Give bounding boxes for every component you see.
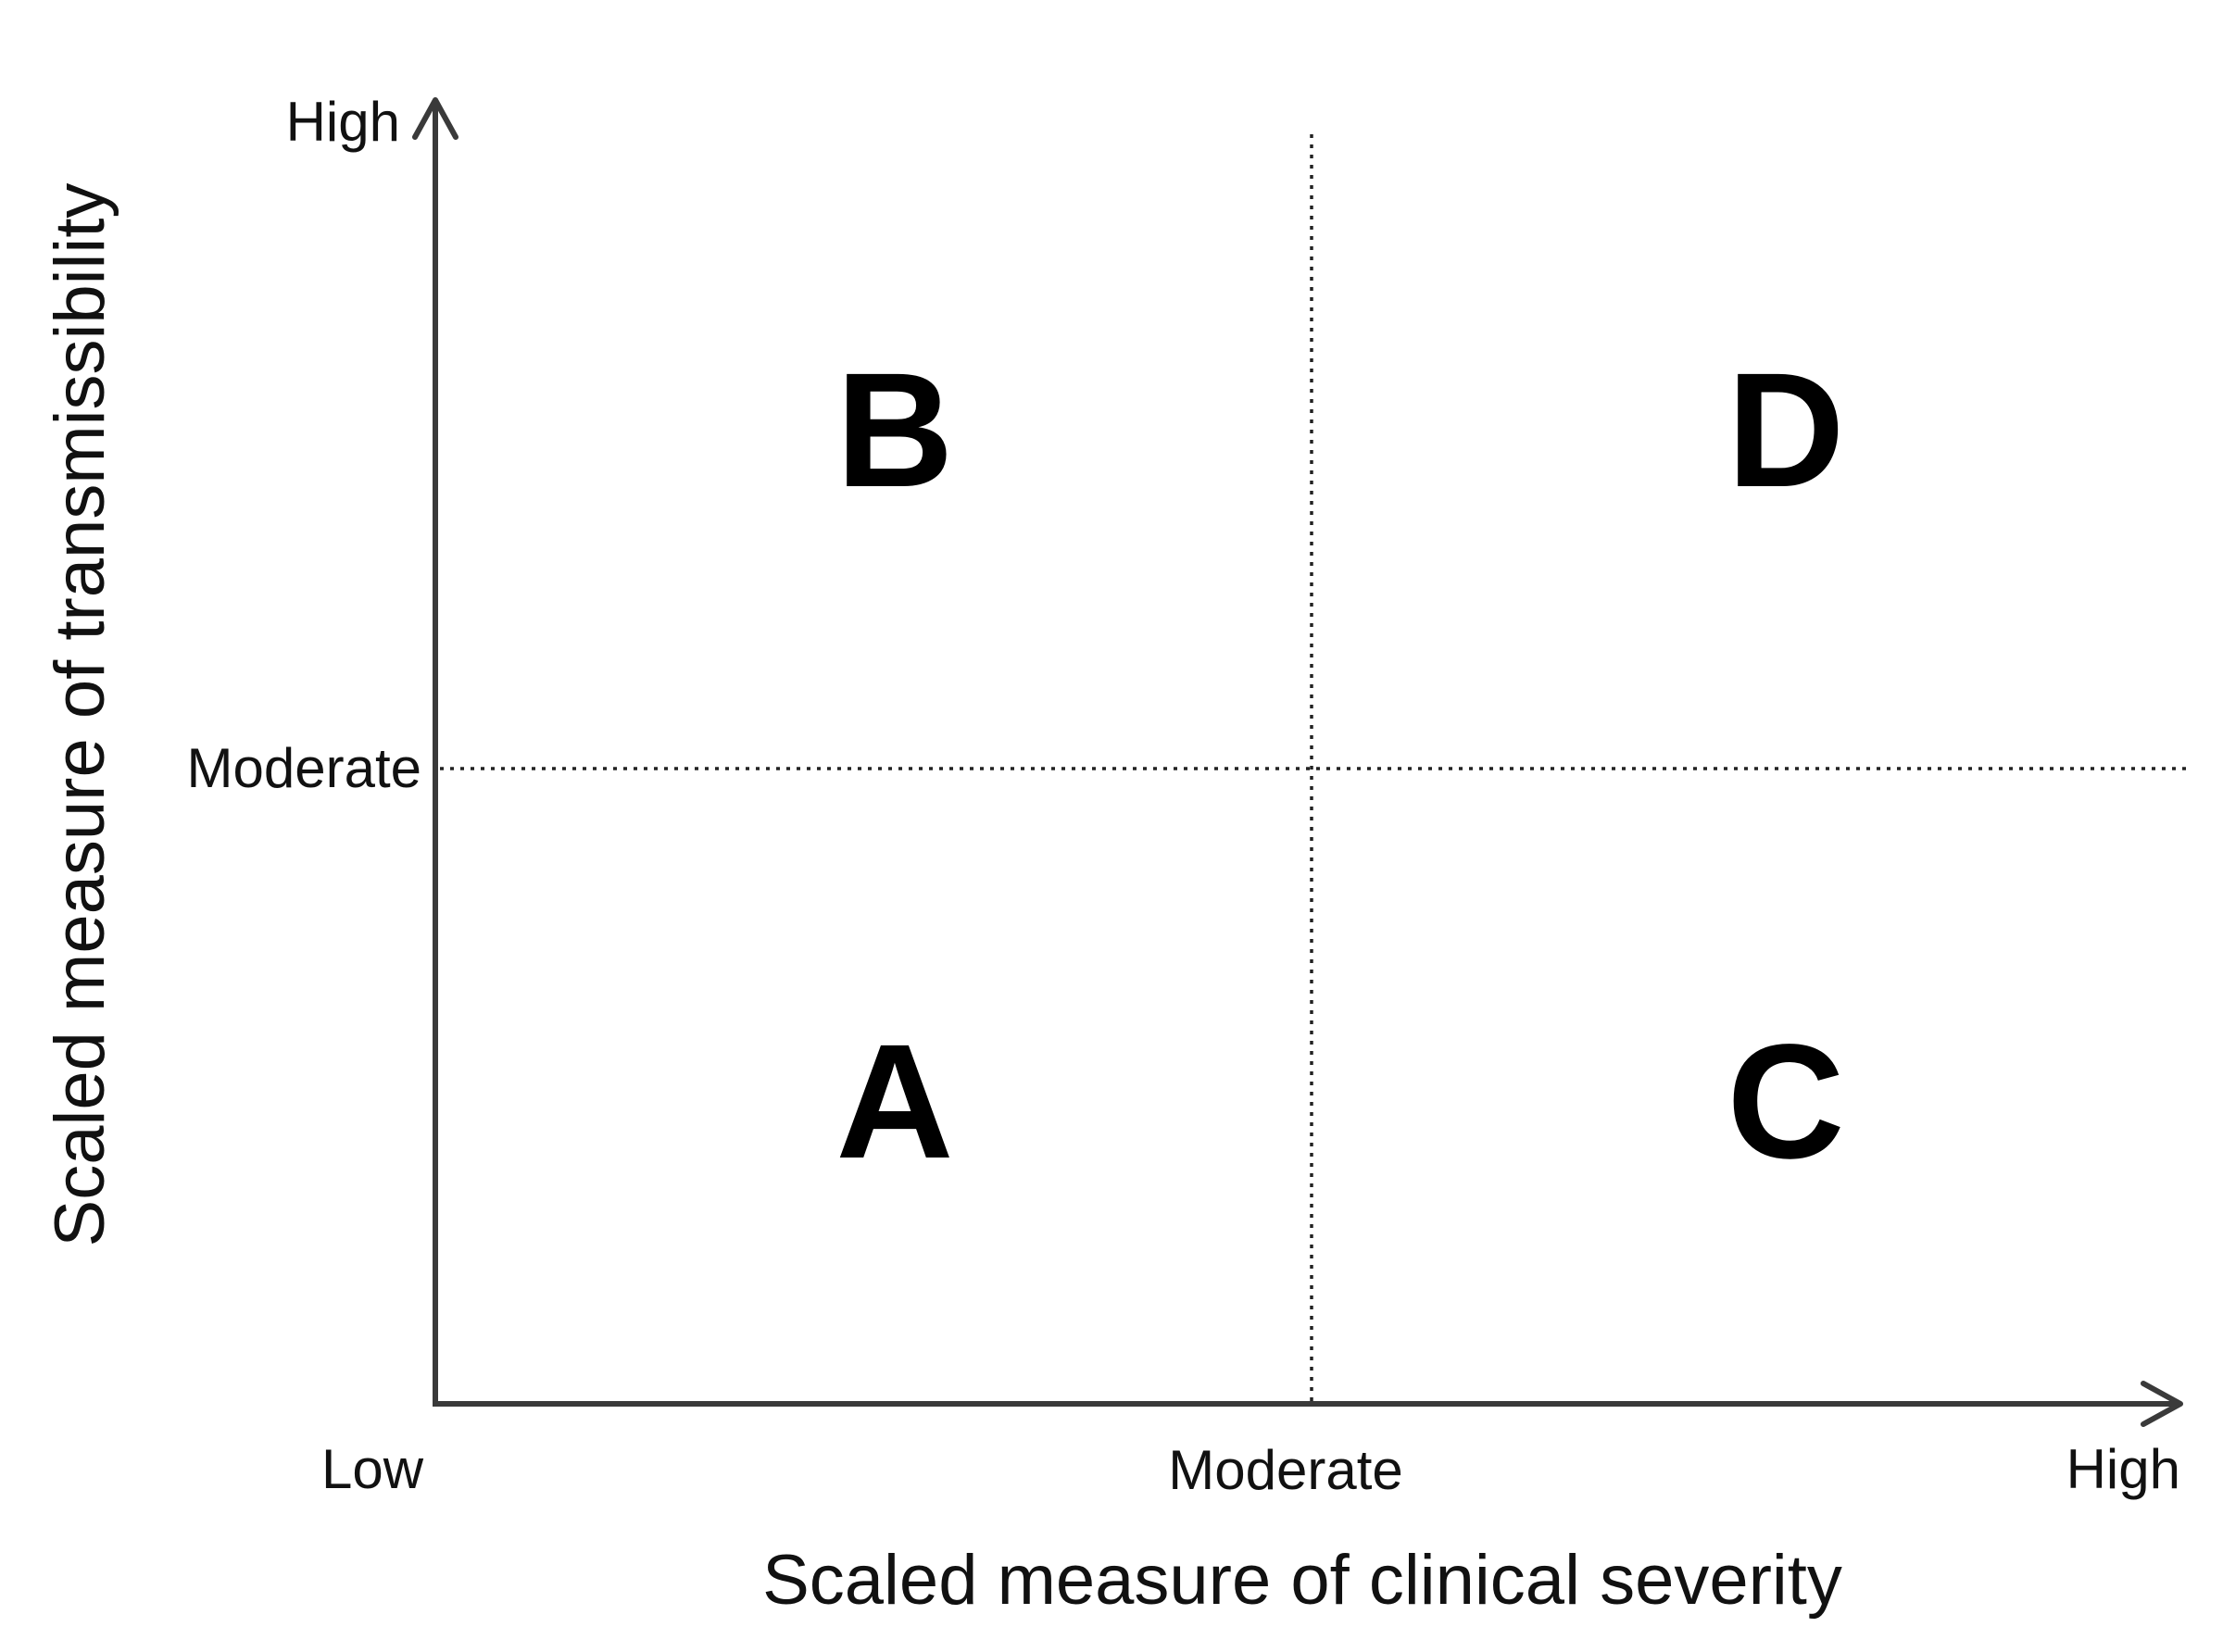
x-tick-moderate: Moderate	[1168, 1439, 1402, 1501]
x-axis-arrow-icon	[2141, 1381, 2183, 1427]
x-tick-high: High	[2066, 1438, 2180, 1500]
quadrant-label-c: C	[1727, 1011, 1844, 1193]
quadrant-label-d: D	[1727, 340, 1844, 521]
y-axis-arrow-icon	[412, 97, 458, 140]
x-tick-low: Low	[321, 1438, 424, 1500]
quadrant-label-b: B	[835, 340, 953, 521]
y-axis-title: Scaled measure of transmissibility	[41, 183, 119, 1247]
quadrant-label-a: A	[835, 1011, 953, 1193]
y-tick-high: High	[286, 91, 400, 153]
x-axis-title: Scaled measure of clinical severity	[762, 1541, 1842, 1620]
y-tick-moderate: Moderate	[187, 737, 421, 799]
